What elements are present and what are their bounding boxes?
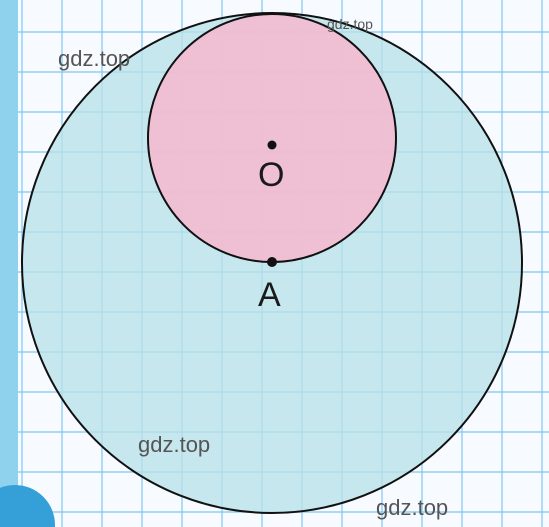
diagram-stage: O A gdz.top gdz.top gdz.top gdz.top	[0, 0, 549, 527]
bottom-left-corner	[0, 0, 549, 527]
